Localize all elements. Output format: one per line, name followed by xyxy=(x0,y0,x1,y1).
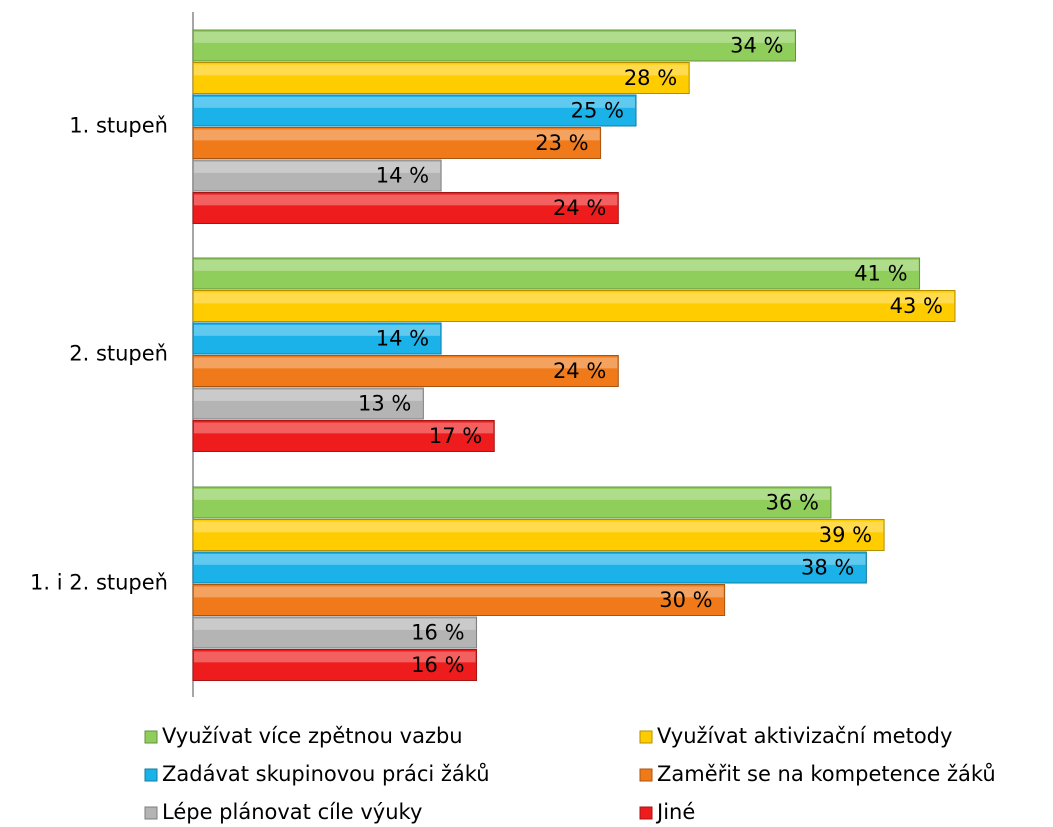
bar xyxy=(192,290,956,322)
bar xyxy=(192,322,442,355)
value-label: 17 % xyxy=(429,424,482,448)
value-label: 39 % xyxy=(819,523,872,547)
value-label: 24 % xyxy=(553,196,606,220)
value-label: 30 % xyxy=(659,588,712,612)
value-label: 28 % xyxy=(624,66,677,90)
bar xyxy=(192,551,867,584)
bar xyxy=(192,355,619,387)
legend-swatch xyxy=(639,806,653,820)
bar-highlight xyxy=(194,32,795,43)
bar xyxy=(192,649,478,681)
legend-label: Využívat aktivizační metody xyxy=(657,724,952,748)
legend-swatch xyxy=(639,730,653,744)
value-label: 14 % xyxy=(376,164,429,188)
value-label: 16 % xyxy=(411,621,464,645)
bar xyxy=(192,486,832,519)
legend-swatch xyxy=(144,768,158,782)
value-label: 16 % xyxy=(411,653,464,677)
bar-highlight xyxy=(194,619,476,630)
bar xyxy=(192,94,637,127)
bar-highlight xyxy=(194,325,441,336)
bar-highlight xyxy=(194,292,954,304)
bar-highlight xyxy=(194,390,423,401)
value-label: 36 % xyxy=(766,491,819,515)
bar-highlight xyxy=(194,162,441,173)
bar-highlight xyxy=(194,357,618,369)
bar xyxy=(192,420,495,452)
bar-highlight xyxy=(194,489,830,500)
legend-swatch xyxy=(144,730,158,744)
legend-swatch xyxy=(144,806,158,820)
value-label: 41 % xyxy=(854,262,907,286)
bar-highlight xyxy=(194,260,919,271)
bar xyxy=(192,159,442,192)
category-label: 1. stupeň xyxy=(69,114,168,138)
bar-highlight xyxy=(194,554,866,565)
value-label: 38 % xyxy=(801,556,854,580)
value-label: 43 % xyxy=(890,294,943,318)
legend-label: Jiné xyxy=(655,800,695,824)
value-label: 24 % xyxy=(553,359,606,383)
value-label: 25 % xyxy=(571,99,624,123)
bar xyxy=(192,29,797,62)
bar-highlight xyxy=(194,64,689,76)
value-label: 34 % xyxy=(730,34,783,58)
bar-highlight xyxy=(194,194,618,206)
bar-highlight xyxy=(194,586,724,598)
legend-label: Zaměřit se na kompetence žáků xyxy=(657,762,996,786)
value-label: 23 % xyxy=(535,131,588,155)
value-label: 13 % xyxy=(358,392,411,416)
category-label: 2. stupeň xyxy=(69,342,168,366)
bar xyxy=(192,127,602,159)
value-label: 14 % xyxy=(376,327,429,351)
category-label: 1. i 2. stupeň xyxy=(30,571,168,595)
bar xyxy=(192,192,619,224)
bar xyxy=(192,257,921,290)
bar xyxy=(192,519,885,551)
bar-highlight xyxy=(194,422,494,434)
bar-highlight xyxy=(194,651,476,663)
legend-label: Lépe plánovat cíle výuky xyxy=(162,800,422,824)
bar-highlight xyxy=(194,521,884,533)
legend-swatch xyxy=(639,768,653,782)
bar xyxy=(192,387,424,420)
bar xyxy=(192,62,690,94)
bar-highlight xyxy=(194,129,600,141)
bar xyxy=(192,616,478,649)
legend-label: Využívat více zpětnou vazbu xyxy=(162,724,463,748)
bar xyxy=(192,584,726,616)
legend-label: Zadávat skupinovou práci žáků xyxy=(162,762,490,786)
bar-highlight xyxy=(194,97,636,108)
